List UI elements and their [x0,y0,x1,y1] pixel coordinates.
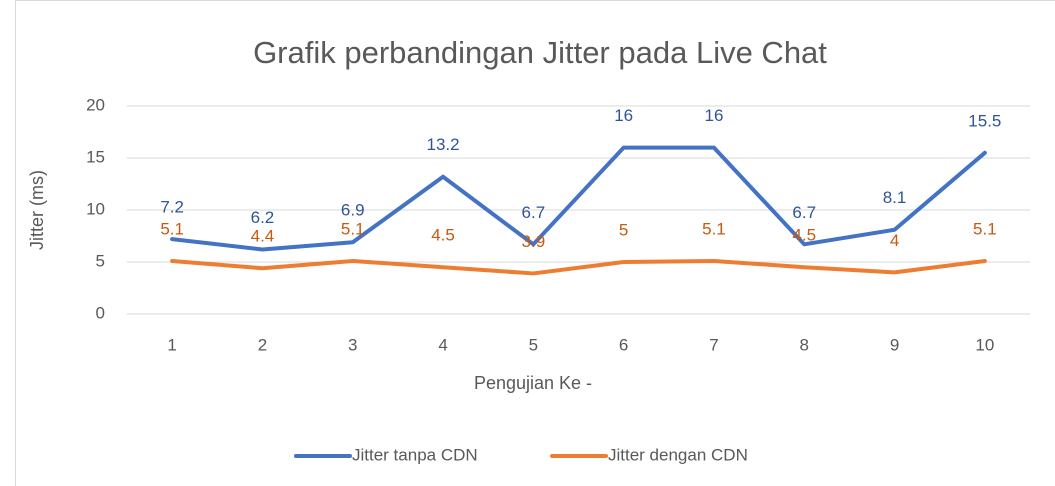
data-label: 7.2 [160,198,184,217]
data-label: 16 [704,106,723,125]
x-tick-label: 10 [975,335,994,354]
y-tick-label: 20 [86,95,105,114]
series-line [170,258,987,276]
x-tick-label: 7 [709,335,718,354]
y-tick-label: 0 [96,303,105,322]
data-label: 16 [614,106,633,125]
data-label: 15.5 [968,111,1001,130]
data-label: 6.7 [522,203,546,222]
data-label: 6.2 [251,208,275,227]
x-tick-label: 6 [619,335,628,354]
y-tick-label: 10 [86,199,105,218]
x-tick-label: 2 [258,335,267,354]
data-label: 5.1 [702,219,726,238]
x-tick-label: 9 [890,335,899,354]
data-label: 6.7 [792,203,816,222]
data-label: 4.5 [792,226,816,245]
data-label: 4.4 [251,227,275,246]
x-tick-label: 3 [348,335,357,354]
data-label: 6.9 [341,201,365,220]
legend-label: Jitter tanpa CDN [352,445,478,464]
data-label: 8.1 [883,188,907,207]
x-tick-label: 5 [529,335,538,354]
chart-frame [15,0,1055,486]
data-label: 5 [619,220,628,239]
x-axis-title: Pengujian Ke - [474,373,592,393]
data-label: 3.9 [522,232,546,251]
data-label: 4 [890,231,899,250]
y-tick-label: 15 [86,147,105,166]
data-label: 5.1 [341,219,365,238]
data-label: 13.2 [427,135,460,154]
y-tick-label: 5 [96,251,105,270]
data-label: 5.1 [160,219,184,238]
x-tick-label: 1 [167,335,176,354]
chart-title: Grafik perbandingan Jitter pada Live Cha… [253,35,827,70]
x-tick-label: 8 [800,335,809,354]
x-tick-label: 4 [438,335,447,354]
legend-label: Jitter dengan CDN [608,445,748,464]
series-line [170,145,987,252]
y-axis-title: Jitter (ms) [27,170,47,250]
data-label: 5.1 [973,219,997,238]
data-label: 4.5 [431,226,455,245]
